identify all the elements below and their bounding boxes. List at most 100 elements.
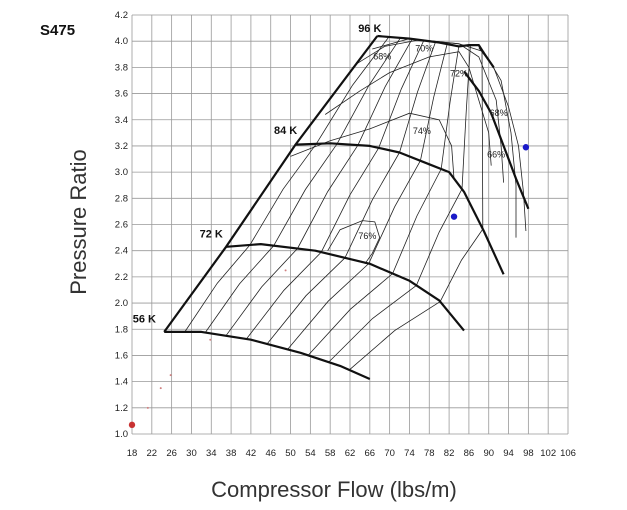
constant-flow-line bbox=[204, 245, 274, 333]
faint-dot bbox=[146, 406, 149, 409]
y-tick-label: 1.4 bbox=[115, 377, 128, 388]
x-tick-label: 38 bbox=[226, 448, 237, 459]
y-tick-label: 3.8 bbox=[115, 62, 128, 73]
map-labels: 56 K 72 K 84 K 96 K 68% 70% 72% 74% 76% 68% 66% bbox=[133, 23, 508, 326]
operating-points bbox=[128, 144, 530, 429]
x-tick-label: 18 bbox=[127, 448, 138, 459]
x-tick-label: 62 bbox=[345, 448, 356, 459]
speed-label: 72 K bbox=[200, 229, 223, 241]
constant-flow-line bbox=[440, 46, 460, 170]
y-tick-label: 4.2 bbox=[115, 10, 128, 21]
x-tick-label: 54 bbox=[305, 448, 316, 459]
constant-flow-line bbox=[297, 144, 359, 249]
operating-point bbox=[128, 421, 136, 429]
x-tick-label: 42 bbox=[246, 448, 257, 459]
y-tick-label: 3.6 bbox=[115, 89, 128, 100]
y-tick-label: 2.6 bbox=[115, 220, 128, 231]
x-tick-label: 102 bbox=[540, 448, 556, 459]
constant-flow-line bbox=[273, 143, 338, 246]
operating-point bbox=[522, 144, 530, 151]
x-tick-label: 30 bbox=[186, 448, 197, 459]
efficiency-contour bbox=[290, 112, 455, 179]
efficiency-label: 76% bbox=[358, 231, 376, 241]
chart-title: S475 bbox=[40, 22, 76, 39]
faint-dot bbox=[209, 338, 212, 341]
x-tick-label: 98 bbox=[523, 448, 534, 459]
x-tick-label: 106 bbox=[560, 448, 576, 459]
y-tick-label: 2.4 bbox=[115, 246, 128, 257]
constant-flow-line bbox=[357, 38, 413, 146]
y-tick-label: 2.8 bbox=[115, 193, 128, 204]
constant-flow-line bbox=[481, 50, 484, 230]
constant-flow-line bbox=[287, 263, 370, 350]
x-tick-label: 90 bbox=[483, 448, 494, 459]
x-tick-label: 78 bbox=[424, 448, 435, 459]
y-tick-label: 3.2 bbox=[115, 141, 128, 152]
constant-flow-line bbox=[416, 188, 463, 286]
choke-line bbox=[463, 70, 530, 210]
speed-label: 56 K bbox=[133, 314, 156, 326]
constant-flow-line bbox=[399, 41, 436, 153]
efficiency-label: 72% bbox=[450, 69, 468, 79]
x-tick-label: 66 bbox=[365, 448, 376, 459]
x-tick-label: 22 bbox=[147, 448, 158, 459]
y-tick-label: 4.0 bbox=[115, 36, 128, 47]
constant-flow-line bbox=[378, 40, 425, 149]
efficiency-contour bbox=[327, 220, 381, 265]
map-lines bbox=[163, 34, 530, 381]
x-tick-label: 26 bbox=[166, 448, 177, 459]
efficiency-label: 68% bbox=[373, 52, 391, 62]
x-tick-label: 82 bbox=[444, 448, 455, 459]
constant-flow-line bbox=[328, 285, 417, 363]
speed-label: 84 K bbox=[274, 125, 297, 137]
constant-flow-line bbox=[439, 228, 484, 302]
speed-line bbox=[164, 330, 371, 381]
x-tick-label: 50 bbox=[285, 448, 296, 459]
operating-point bbox=[450, 213, 458, 220]
efficiency-label: 68% bbox=[490, 108, 508, 118]
x-tick-label: 34 bbox=[206, 448, 217, 459]
faint-dot bbox=[159, 387, 162, 390]
constant-flow-line bbox=[320, 147, 380, 253]
y-tick-label: 2.0 bbox=[115, 298, 128, 309]
speed-line bbox=[226, 243, 465, 332]
faint-dot bbox=[169, 374, 172, 377]
constant-flow-line bbox=[344, 152, 400, 258]
efficiency-islands bbox=[184, 36, 527, 371]
y-axis-label: Pressure Ratio bbox=[66, 149, 91, 295]
speed-line bbox=[295, 142, 505, 275]
x-tick-label: 70 bbox=[384, 448, 395, 459]
constant-flow-line bbox=[307, 273, 393, 356]
x-tick-label: 58 bbox=[325, 448, 336, 459]
constant-flow-line bbox=[315, 36, 390, 145]
faint-dot bbox=[284, 269, 287, 272]
constant-flow-line bbox=[461, 45, 471, 190]
y-tick-label: 3.4 bbox=[115, 115, 128, 126]
efficiency-label: 74% bbox=[413, 126, 431, 136]
constant-flow-line bbox=[368, 160, 421, 264]
constant-flow-line bbox=[349, 301, 441, 371]
y-tick-label: 1.2 bbox=[115, 403, 128, 414]
axis-ticks: 18 22 26 30 34 38 42 46 50 54 58 62 66 70 74 78 82 86 90 94… bbox=[115, 10, 576, 459]
constant-flow-line bbox=[420, 44, 448, 161]
constant-flow-line bbox=[246, 251, 322, 340]
speed-label: 96 K bbox=[358, 23, 381, 35]
y-tick-label: 2.2 bbox=[115, 272, 128, 283]
x-tick-label: 74 bbox=[404, 448, 415, 459]
x-axis-label: Compressor Flow (lbs/m) bbox=[211, 477, 457, 502]
constant-flow-line bbox=[249, 143, 317, 246]
speed-line bbox=[377, 34, 495, 69]
constant-flow-line bbox=[392, 168, 442, 274]
y-tick-label: 1.0 bbox=[115, 429, 128, 440]
y-tick-label: 1.8 bbox=[115, 324, 128, 335]
y-tick-label: 3.0 bbox=[115, 167, 128, 178]
y-tick-label: 1.6 bbox=[115, 350, 128, 361]
efficiency-label: 66% bbox=[487, 150, 505, 160]
constant-flow-line bbox=[336, 37, 401, 144]
x-tick-label: 46 bbox=[265, 448, 276, 459]
surge-line bbox=[163, 35, 379, 333]
constant-flow-line bbox=[266, 257, 346, 345]
efficiency-label: 70% bbox=[415, 44, 433, 54]
x-tick-label: 86 bbox=[464, 448, 475, 459]
